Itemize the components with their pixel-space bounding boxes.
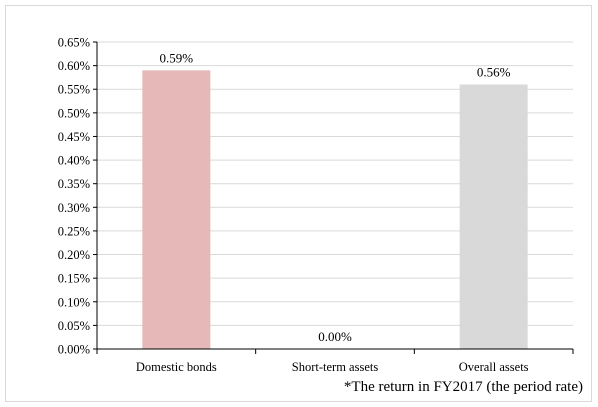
y-tick-label: 0.25% <box>58 224 90 238</box>
y-tick-label: 0.35% <box>58 177 90 191</box>
data-labels: 0.59% 0.00% 0.56% <box>160 50 511 344</box>
data-label: 0.56% <box>477 65 511 80</box>
y-tick-label: 0.55% <box>58 83 90 97</box>
data-label: 0.00% <box>318 329 352 344</box>
category-label: Overall assets <box>459 360 529 374</box>
y-tick-label: 0.50% <box>58 106 90 120</box>
y-tick-label: 0.20% <box>58 248 90 262</box>
y-tick-label: 0.40% <box>58 154 90 168</box>
y-tick-labels: 0.00% 0.05% 0.10% 0.15% 0.20% 0.25% 0.30% 0.35%… <box>58 36 90 357</box>
y-tick-label: 0.00% <box>58 343 90 357</box>
data-label: 0.59% <box>160 50 194 65</box>
category-labels: Domestic bonds Short-term assets Overall a… <box>136 360 529 374</box>
footnote: *The return in FY2017 (the period rate) <box>344 379 583 395</box>
category-label: Short-term assets <box>292 360 379 374</box>
category-label: Domestic bonds <box>136 360 217 374</box>
axes <box>93 41 574 354</box>
y-tick-label: 0.60% <box>58 59 90 73</box>
y-tick-label: 0.15% <box>58 272 90 286</box>
y-tick-label: 0.30% <box>58 201 90 215</box>
bar <box>459 84 528 349</box>
y-tick-label: 0.10% <box>58 295 90 309</box>
y-tick-label: 0.65% <box>58 36 90 50</box>
y-tick-label: 0.05% <box>58 319 90 333</box>
bars <box>142 70 528 349</box>
y-tick-label: 0.45% <box>58 130 90 144</box>
bar <box>142 70 211 349</box>
